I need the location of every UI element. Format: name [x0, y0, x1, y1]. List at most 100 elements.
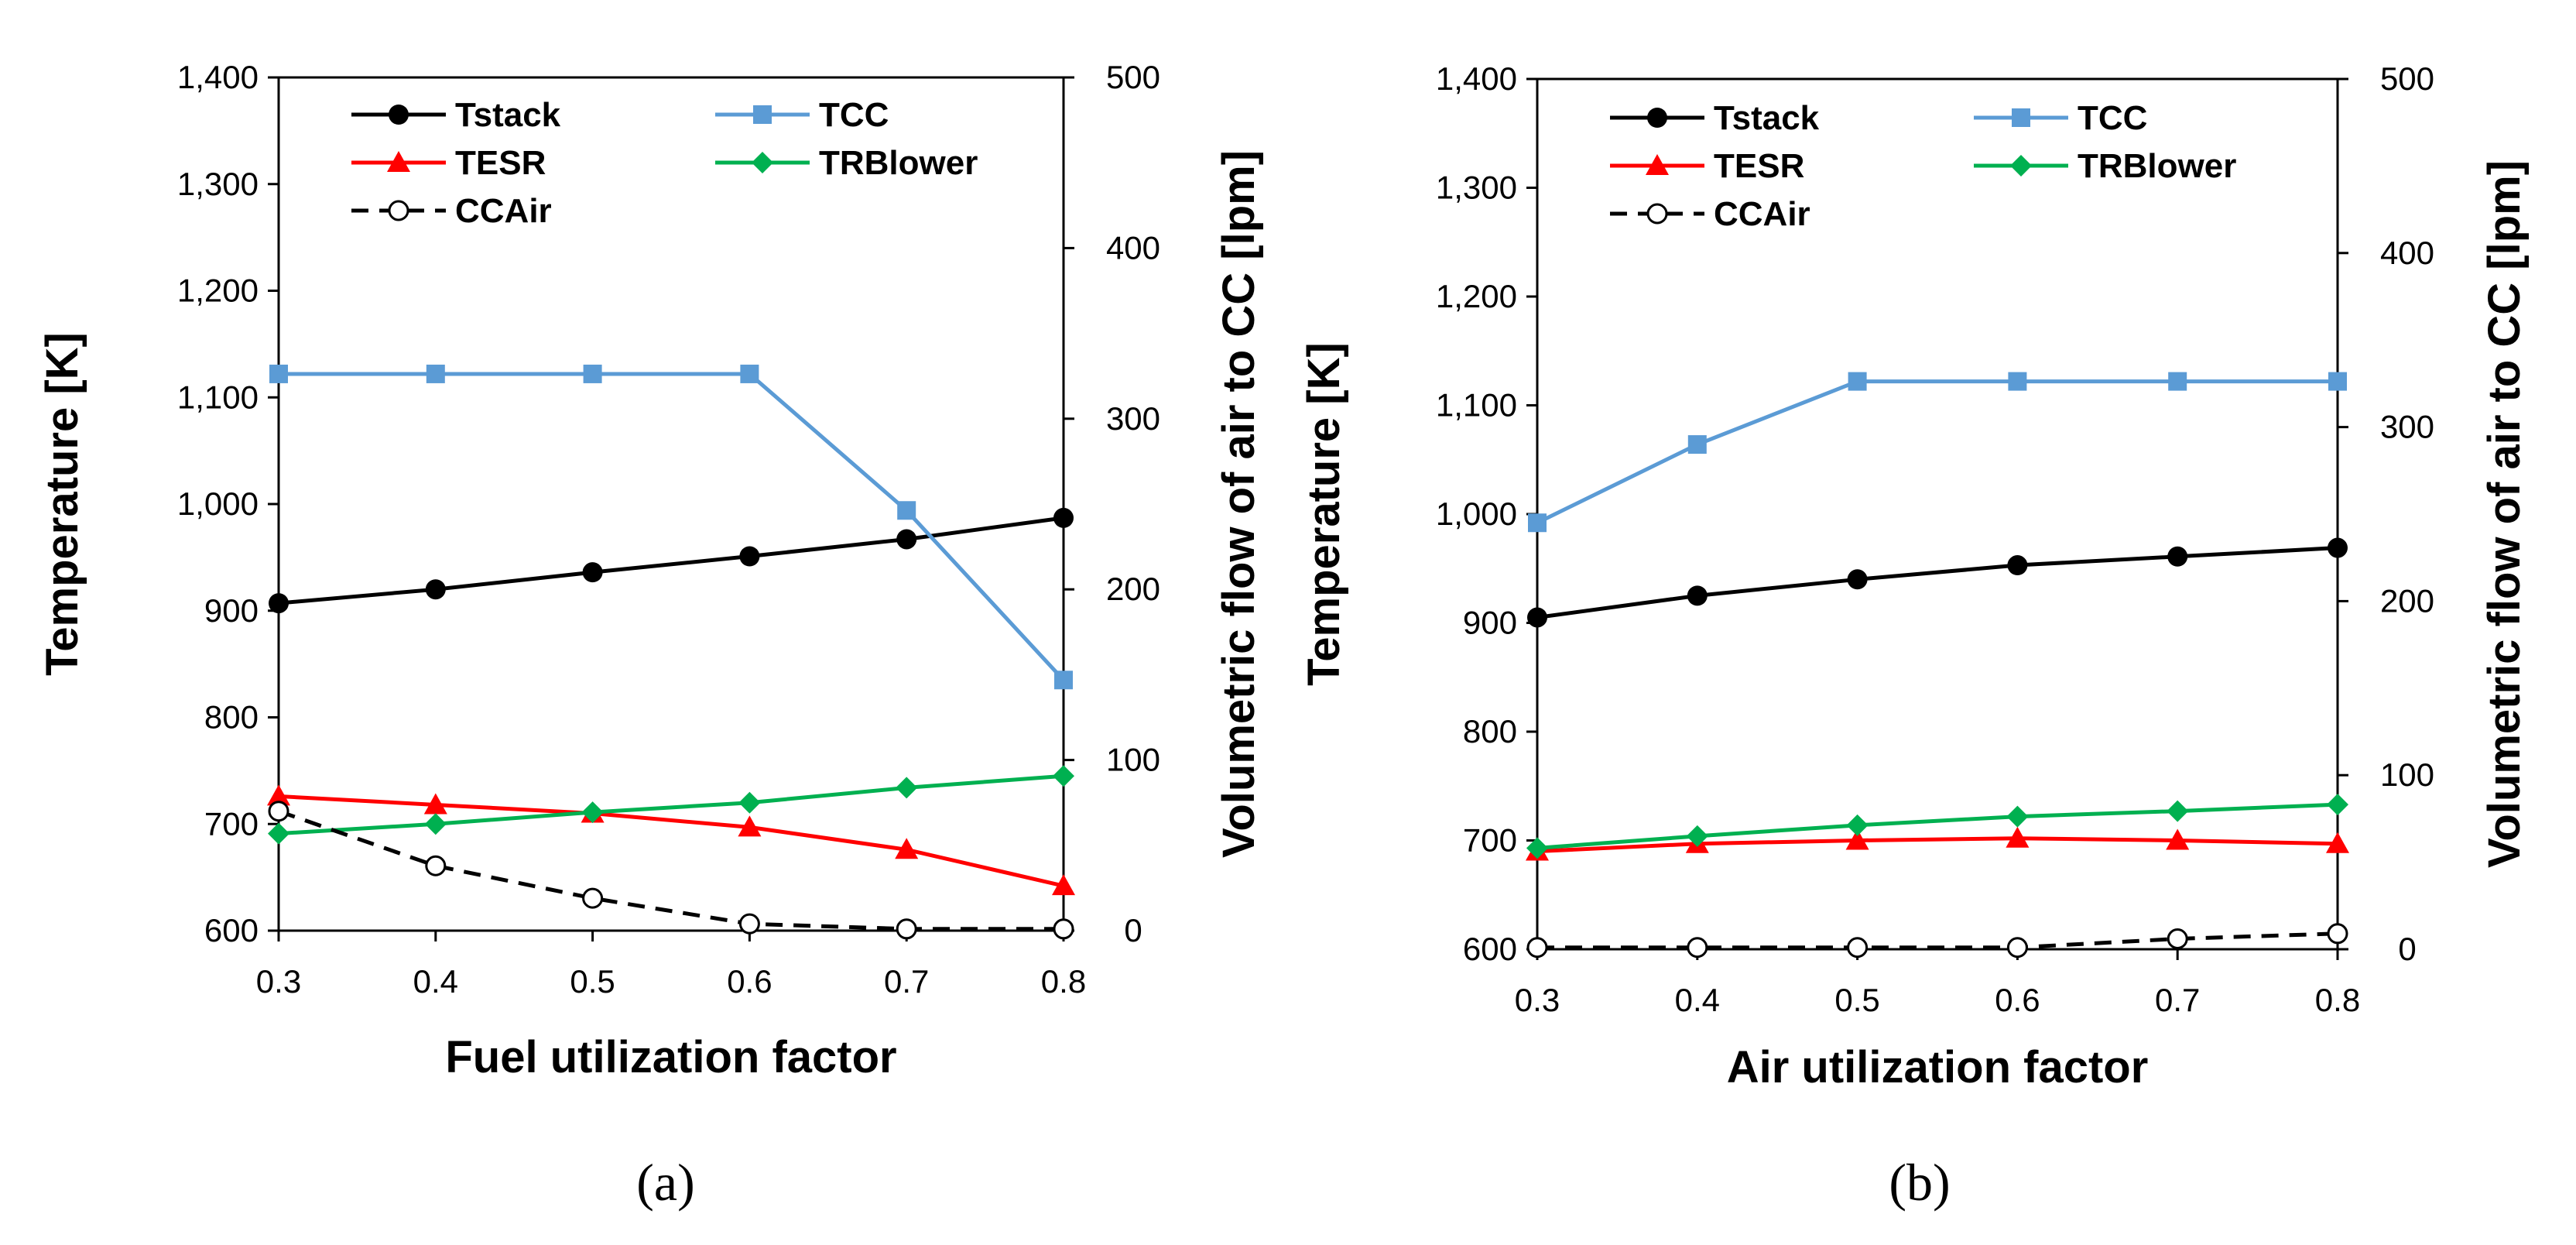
data-point: [2006, 805, 2029, 828]
data-point: [738, 815, 762, 837]
legend-label: TESR: [1714, 147, 1804, 185]
legend-label: TRBlower: [2078, 147, 2236, 185]
y-tick-label: 900: [204, 592, 259, 629]
legend-item: TRBlower: [715, 144, 978, 182]
panel-label: (b): [1889, 1153, 1950, 1212]
series-line: [278, 773, 1064, 836]
data-point: [2167, 546, 2188, 567]
data-point: [269, 593, 289, 614]
data-point: [1686, 825, 1708, 847]
data-point: [268, 822, 289, 845]
data-point: [2008, 372, 2027, 391]
data-point: [1848, 372, 1867, 391]
x-tick-label: 0.3: [256, 963, 301, 1000]
legend-marker: [2012, 108, 2030, 127]
series-tstack: [269, 507, 1074, 614]
data-point: [2327, 794, 2348, 816]
data-point: [2166, 828, 2190, 850]
x-tick-label: 0.5: [570, 963, 615, 1000]
y-tick-label: 1,100: [1436, 387, 1517, 424]
legend-item: TCC: [1974, 99, 2147, 137]
series-tesr: [267, 784, 1075, 896]
x-tick-label: 0.7: [2155, 982, 2200, 1018]
data-point: [2007, 555, 2028, 576]
data-point: [582, 562, 603, 583]
y2-tick-label: 300: [1106, 400, 1160, 437]
chart-panel-a: 600 700 800 900 1,000 1,100 1,200 1,300 1,400 0 10…: [37, 59, 1264, 1212]
legend-marker: [388, 200, 409, 221]
data-point: [2006, 937, 2028, 959]
y-tick-label: 1,100: [177, 379, 259, 415]
data-point: [2167, 928, 2188, 950]
y-tick-label: 1,200: [177, 273, 259, 309]
x-tick-label: 0.6: [727, 963, 772, 1000]
y-axis-title: Temperature [K]: [1299, 342, 1349, 686]
y-tick-label: 1,300: [177, 166, 259, 202]
legend-label: TCC: [819, 96, 889, 134]
data-point: [896, 918, 917, 940]
y2-tick-label: 0: [1124, 912, 1142, 948]
y-tick-label: 1,000: [1436, 496, 1517, 532]
data-point: [738, 791, 761, 814]
legend-marker: [1646, 203, 1668, 225]
data-point: [1053, 765, 1074, 787]
legend-item: CCAir: [1610, 195, 1810, 233]
data-point: [1526, 837, 1548, 859]
data-point: [1687, 937, 1708, 959]
legend-item: Tstack: [351, 96, 561, 134]
data-point: [267, 784, 290, 806]
y-tick-label: 600: [204, 912, 259, 948]
data-point: [425, 855, 447, 876]
series-tesr: [1526, 826, 2349, 861]
series-line: [279, 372, 1065, 681]
data-point: [2326, 832, 2349, 853]
y2-axis-title: Volumetric flow of air to CC [lpm]: [2479, 160, 2530, 868]
legend: Tstack TCC TESR TRBlower CCAir: [1610, 99, 2236, 233]
series-trblower: [1526, 794, 2348, 859]
x-tick-label: 0.8: [2315, 982, 2360, 1018]
data-point: [896, 777, 918, 799]
data-point: [2168, 372, 2187, 391]
y2-tick-label: 100: [2380, 756, 2434, 793]
series-tcc: [1528, 372, 2347, 533]
y2-tick-label: 300: [2380, 409, 2434, 445]
data-point: [268, 801, 289, 822]
data-point: [1687, 435, 1707, 454]
x-tick-label: 0.3: [1515, 982, 1560, 1018]
data-point: [1527, 607, 1547, 628]
data-point: [2167, 800, 2189, 822]
data-point: [1054, 671, 1073, 690]
legend-item: TCC: [715, 96, 889, 134]
series-line: [1536, 836, 2338, 854]
y-tick-label: 1,400: [177, 59, 259, 95]
series-tstack: [1527, 537, 2348, 628]
series-line: [1536, 802, 2338, 850]
legend-label: TCC: [2078, 99, 2147, 137]
data-point: [738, 913, 760, 935]
panel-label: (a): [636, 1153, 694, 1212]
y-tick-label: 800: [1463, 713, 1517, 749]
y-tick-label: 1,200: [1436, 278, 1517, 314]
series-ccair: [1526, 923, 2348, 959]
series-line: [1537, 931, 2338, 950]
y-tick-label: 900: [1463, 605, 1517, 641]
data-point: [1053, 507, 1074, 528]
y-tick-label: 1,000: [177, 485, 259, 522]
legend-marker: [387, 151, 410, 172]
data-point: [1528, 513, 1547, 533]
series-ccair: [268, 801, 1074, 940]
legend-marker: [389, 105, 409, 125]
data-point: [1526, 937, 1548, 959]
legend-marker: [1646, 154, 1669, 175]
data-point: [2328, 372, 2347, 391]
legend-item: TRBlower: [1974, 147, 2236, 185]
data-point: [896, 529, 917, 550]
data-point: [897, 501, 916, 520]
legend-marker: [1647, 108, 1667, 128]
data-point: [1847, 937, 1869, 959]
legend-label: Tstack: [455, 96, 561, 134]
legend-label: TESR: [455, 144, 546, 182]
y2-tick-label: 0: [2398, 931, 2416, 967]
data-point: [423, 793, 447, 815]
